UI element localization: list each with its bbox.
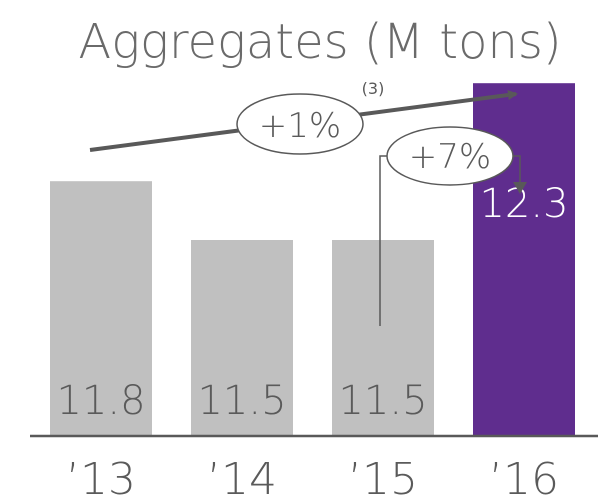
yoy-arrowhead (513, 182, 527, 194)
bar-0 (50, 181, 152, 436)
x-tick-label-2: ’15 (348, 454, 418, 501)
x-ticks-layer: ’13 ’14 ’15 ’16 (66, 454, 559, 501)
overall-growth-oval (236, 93, 364, 155)
value-labels-layer: 11.8 11.5 11.5 12.3 (56, 181, 568, 424)
bar-value-label-3: 12.3 (479, 181, 568, 227)
x-tick-label-1: ’14 (207, 454, 277, 501)
yoy-growth-oval (386, 126, 514, 186)
bar-1 (191, 240, 293, 436)
chart-title: Aggregates (M tons) (78, 14, 561, 70)
overall-growth-annotation: +1% (3) (89, 79, 518, 155)
overall-growth-label: +1% (259, 106, 341, 146)
bar-2 (332, 240, 434, 436)
bar-value-label-1: 11.5 (197, 378, 286, 424)
overall-growth-footnote: (3) (362, 79, 385, 98)
x-tick-label-3: ’16 (489, 454, 559, 501)
bar-value-label-2: 11.5 (338, 378, 427, 424)
yoy-growth-label: +7% (409, 137, 491, 177)
yoy-growth-annotation: +7% (379, 126, 527, 326)
x-tick-label-0: ’13 (66, 454, 136, 501)
bars-layer (50, 83, 575, 436)
bar-value-label-0: 11.8 (56, 378, 145, 424)
